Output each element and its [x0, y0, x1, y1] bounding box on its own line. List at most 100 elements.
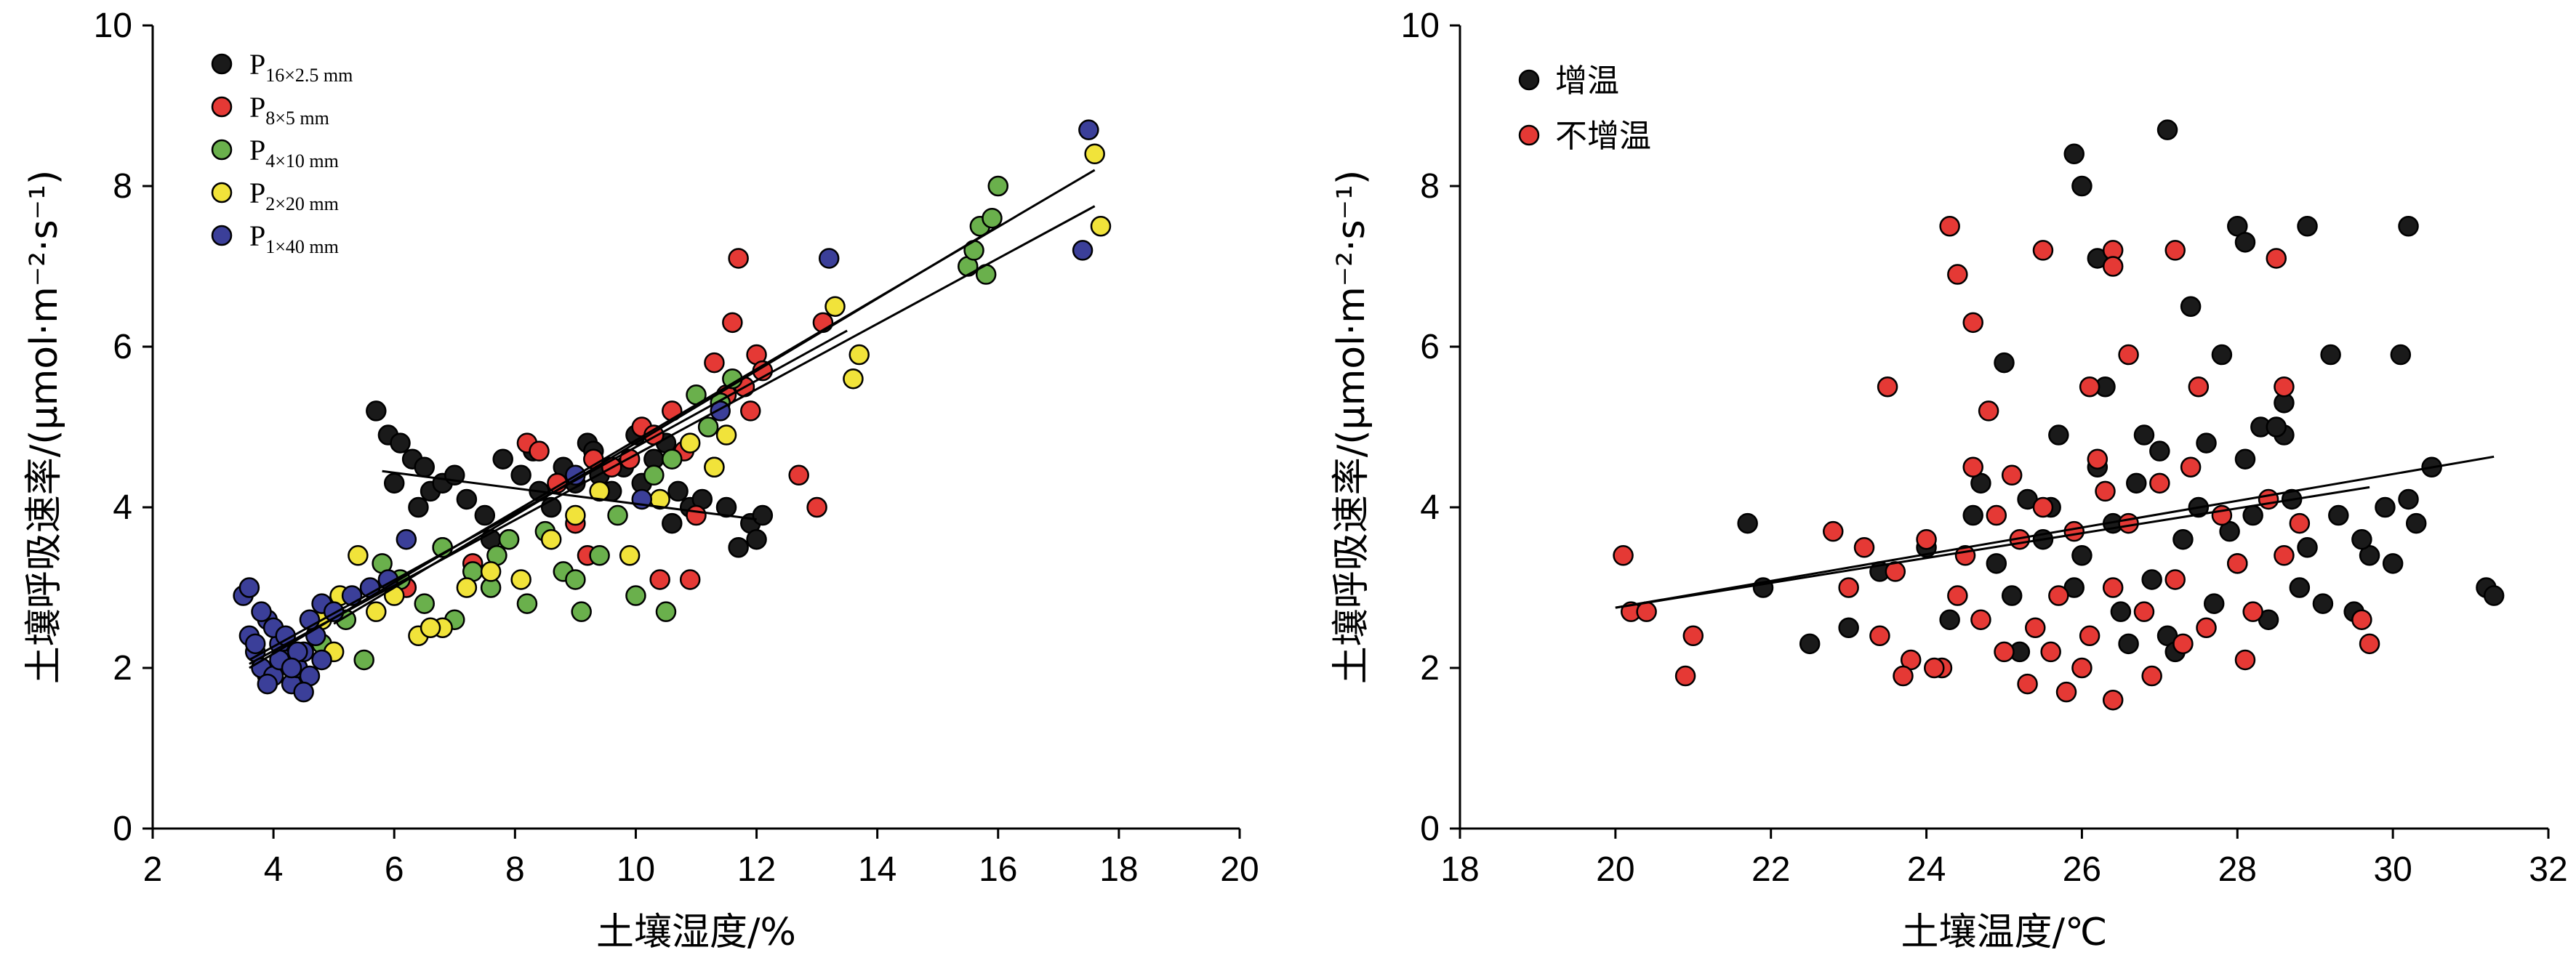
series-2	[396, 248, 834, 598]
data-point	[1838, 617, 1859, 638]
data-point	[2079, 625, 2100, 647]
data-point	[510, 464, 531, 486]
data-point	[2398, 216, 2419, 237]
data-point	[529, 440, 550, 462]
data-point	[366, 601, 387, 622]
legend-label-subscript: 1×40 mm	[265, 236, 339, 257]
data-point	[2359, 633, 2380, 655]
data-point	[625, 585, 646, 606]
data-point	[2071, 545, 2093, 566]
x-tick-label: 20	[1596, 850, 1634, 889]
fit-line	[333, 225, 999, 625]
data-point	[2095, 480, 2116, 502]
data-point	[2001, 585, 2023, 606]
data-point	[649, 569, 670, 590]
data-point	[1078, 119, 1099, 140]
data-point	[824, 296, 846, 317]
data-point	[662, 512, 683, 534]
data-point	[1924, 657, 1945, 679]
data-point	[492, 448, 513, 470]
x-axis-title: 土壤温度/℃	[1901, 911, 2108, 954]
x-tick-label: 28	[2218, 850, 2257, 889]
data-point	[1838, 577, 1859, 598]
data-point	[722, 312, 743, 334]
x-tick-label: 22	[1752, 850, 1790, 889]
data-point	[704, 456, 725, 478]
data-point	[2133, 601, 2155, 622]
data-point	[2351, 528, 2372, 550]
data-point	[2048, 585, 2069, 606]
data-point	[1869, 625, 1890, 647]
x-tick-label: 12	[737, 850, 776, 889]
data-point	[2149, 440, 2170, 462]
data-point	[746, 528, 767, 550]
x-axis-title: 土壤湿度/%	[596, 911, 796, 954]
data-point	[2196, 617, 2217, 638]
data-point	[414, 456, 435, 478]
data-point	[2110, 601, 2132, 622]
data-point	[2149, 472, 2170, 494]
legend-marker	[211, 53, 233, 75]
data-point	[589, 480, 610, 502]
data-point	[643, 464, 665, 486]
x-tick-label: 26	[2063, 850, 2101, 889]
data-point	[2266, 416, 2287, 438]
data-point	[788, 464, 809, 486]
y-tick-label: 2	[113, 649, 132, 688]
data-point	[679, 432, 701, 454]
data-point	[390, 432, 411, 454]
legend-label: P1×40 mm	[249, 219, 339, 257]
data-point	[715, 496, 737, 518]
data-point	[2118, 512, 2139, 534]
data-point	[383, 472, 405, 494]
data-point	[1962, 504, 1983, 526]
data-point	[2017, 673, 2038, 695]
data-point	[1939, 216, 1960, 237]
data-point	[2242, 504, 2263, 526]
y-tick-label: 4	[1420, 488, 1440, 527]
data-point	[704, 352, 725, 374]
data-point	[2102, 256, 2124, 277]
legend-marker	[211, 225, 233, 246]
x-tick-label: 16	[979, 850, 1017, 889]
data-point	[1682, 625, 1704, 647]
legend-label-main: P	[249, 177, 265, 209]
data-point	[2258, 488, 2279, 510]
legend-label-subscript: 4×10 mm	[265, 150, 339, 172]
legend-label-main: P	[249, 134, 265, 166]
data-point	[848, 344, 870, 366]
data-point	[2025, 617, 2046, 638]
data-point	[752, 504, 774, 526]
data-point	[456, 577, 478, 598]
data-point	[589, 545, 610, 566]
data-point	[474, 504, 496, 526]
data-point	[1962, 456, 1983, 478]
data-point	[2297, 216, 2318, 237]
x-tick-label: 4	[264, 850, 284, 889]
data-point	[2398, 488, 2419, 510]
data-point	[281, 657, 302, 679]
data-point	[2312, 593, 2334, 614]
data-point	[571, 601, 592, 622]
data-point	[2071, 657, 2093, 679]
legend-label: P2×20 mm	[249, 177, 339, 214]
data-point	[408, 496, 429, 518]
data-point	[565, 504, 586, 526]
legend-marker	[1518, 124, 1540, 146]
data-point	[2079, 376, 2100, 398]
legend-label-main: P	[249, 48, 265, 81]
data-point	[2297, 537, 2318, 558]
y-tick-label: 6	[1420, 328, 1440, 366]
data-point	[1947, 264, 1968, 285]
data-point	[686, 504, 707, 526]
data-point	[2172, 528, 2194, 550]
series-3	[311, 175, 1009, 671]
data-point	[2180, 296, 2202, 317]
x-tick-label: 14	[858, 850, 896, 889]
series-1	[1737, 119, 2505, 663]
legend-label-subscript: 2×20 mm	[265, 193, 339, 214]
data-point	[2234, 448, 2256, 470]
data-point	[1939, 609, 1960, 630]
